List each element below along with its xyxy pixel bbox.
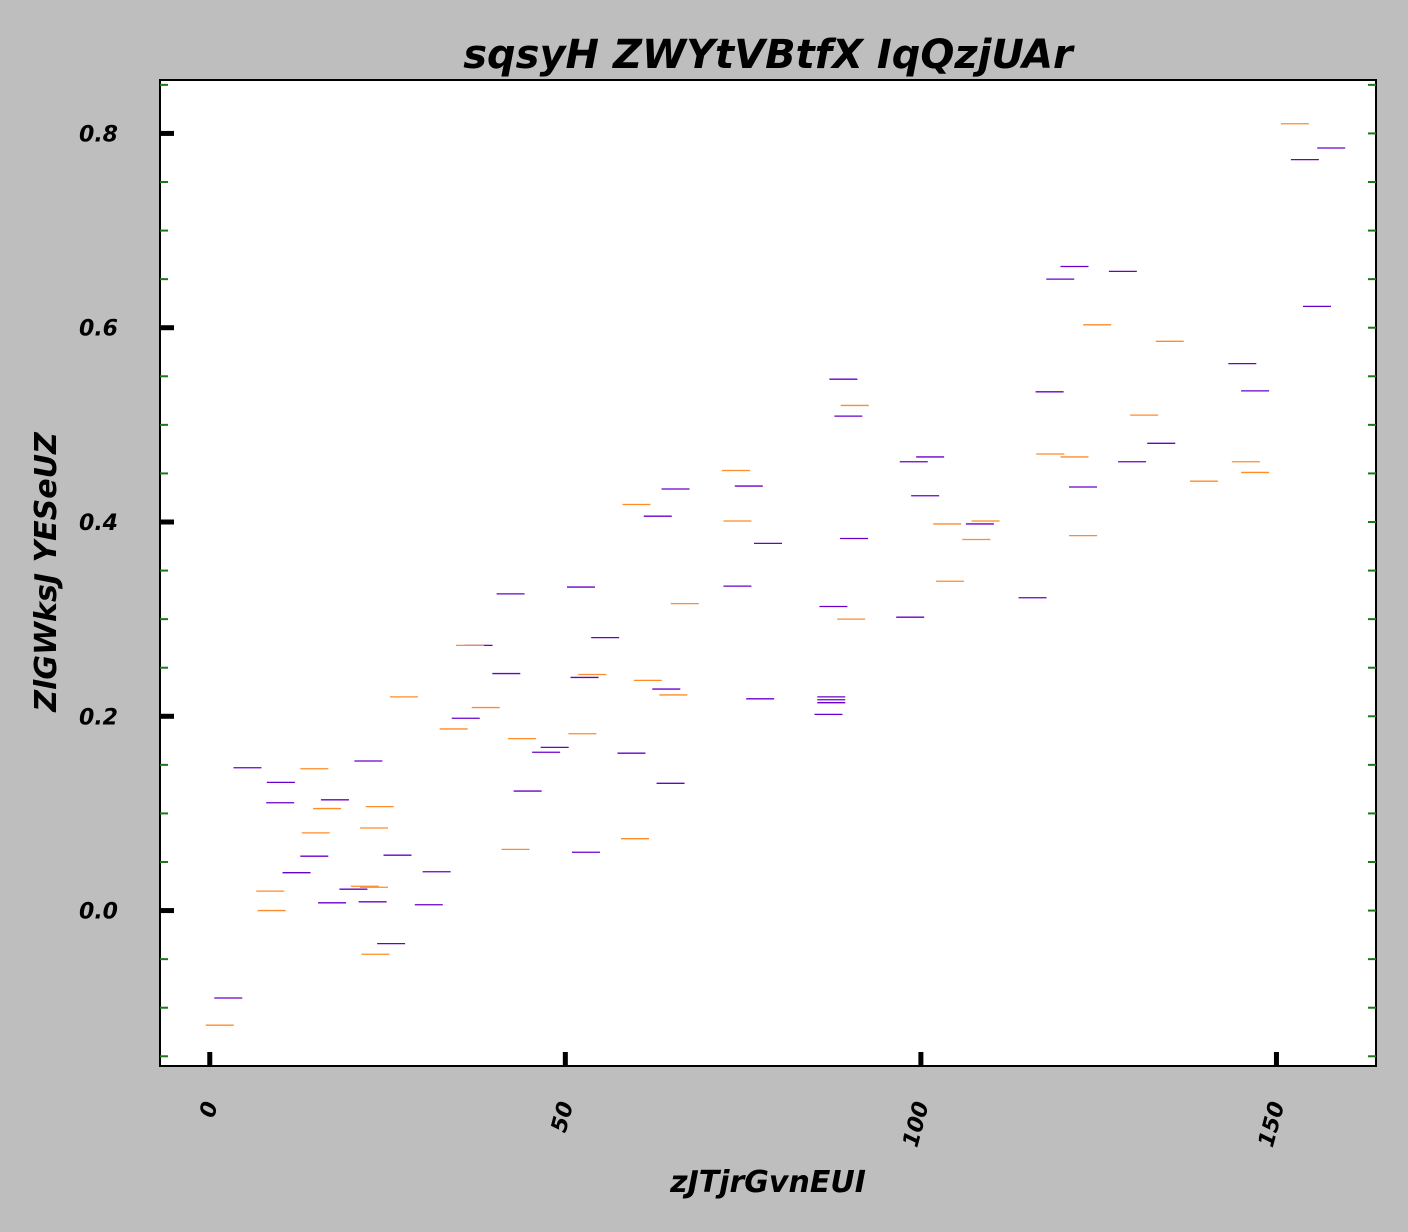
data-marks [205,123,1346,1026]
x-tick-label: 100 [899,1099,935,1150]
y-axis-label: ZlGWksJ YESeUZ [29,431,64,713]
y-tick-label: 0.6 [79,317,118,342]
y-tick-label: 0.8 [79,122,118,147]
y-tick-label: 0.2 [79,705,118,730]
x-tick-label: 0 [195,1099,223,1120]
x-tick-label: 150 [1254,1099,1290,1150]
major-ticks [160,130,1279,1066]
x-tick-label: 50 [547,1099,579,1135]
chart-title: sqsyH ZWYtVBtfX IqQzjUAr [463,32,1075,78]
tick-labels: 0.0 0.2 0.4 0.6 0.8 0 50 100 150 [79,122,1290,1149]
x-axis-label: zJTjrGvnEUI [669,1165,866,1200]
y-tick-label: 0.4 [79,511,118,536]
plot-area [159,79,1377,1067]
y-tick-label: 0.0 [79,900,118,925]
